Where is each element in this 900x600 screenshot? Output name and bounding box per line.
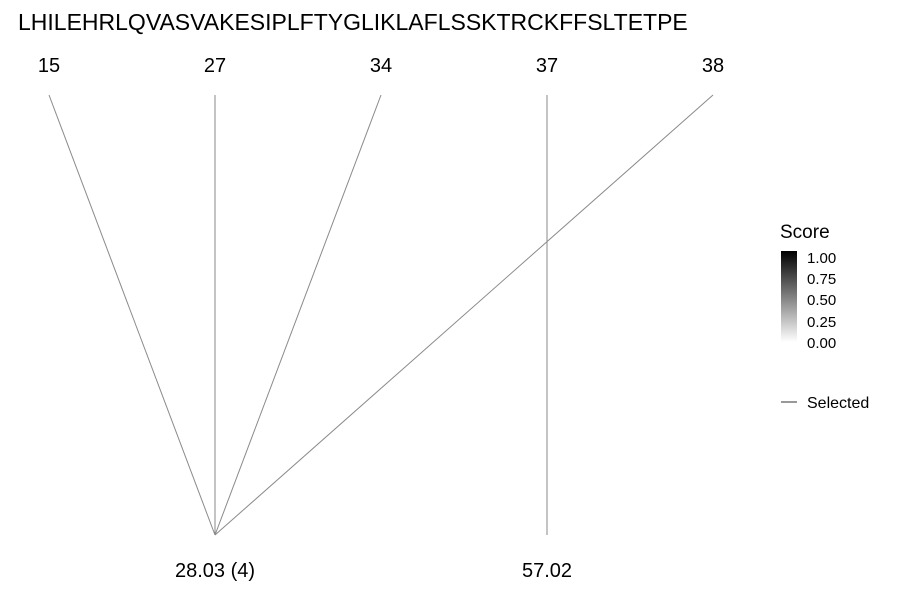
score-tick-label: 0.25 — [807, 314, 836, 331]
mass-labels: 28.03 (4) 57.02 — [175, 560, 572, 582]
sequence-title: LHILEHRLQVASVAKESIPLFTYGLIKLAFLSSKTRCKFF… — [18, 9, 688, 35]
score-tick-label: 0.50 — [807, 292, 836, 309]
link-lines — [48, 94, 714, 536]
mass-label: 57.02 — [522, 560, 572, 582]
position-label: 37 — [536, 55, 558, 77]
position-label: 27 — [204, 55, 226, 77]
score-ticks: 1.00 0.75 0.50 0.25 0.00 — [807, 250, 836, 352]
position-label: 15 — [38, 55, 60, 77]
selected-legend-label: Selected — [807, 395, 869, 412]
link-line — [214, 94, 714, 536]
score-tick-label: 1.00 — [807, 250, 836, 267]
score-tick-label: 0.00 — [807, 335, 836, 352]
score-tick-label: 0.75 — [807, 271, 836, 288]
link-line — [48, 94, 216, 536]
selected-legend: Selected — [781, 395, 869, 412]
position-labels: 15 27 34 37 38 — [38, 55, 724, 77]
legend-title: Score — [780, 222, 830, 243]
score-colorbar — [781, 251, 797, 342]
mass-label: 28.03 (4) — [175, 560, 255, 582]
score-legend: Score 1.00 0.75 0.50 0.25 0.00 — [780, 222, 836, 352]
link-line — [214, 94, 382, 536]
position-label: 38 — [702, 55, 724, 77]
position-label: 34 — [370, 55, 392, 77]
